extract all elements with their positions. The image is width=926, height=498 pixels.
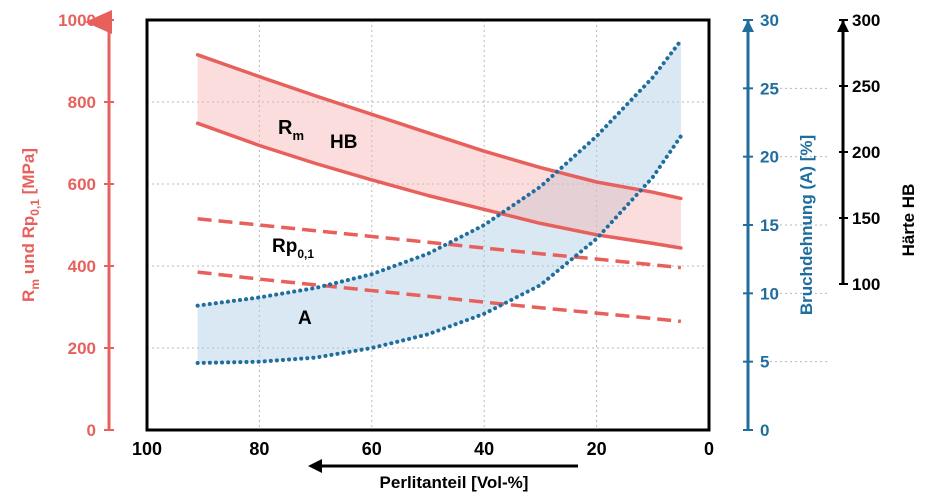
hardness-tick-label: 100 xyxy=(852,275,880,294)
left-tick-label: 400 xyxy=(68,257,96,276)
x-tick-label: 20 xyxy=(587,439,607,459)
left-axis-label-main: R xyxy=(19,290,38,302)
x-axis-label: Perlitanteil [Vol-%] xyxy=(380,473,529,492)
elongation-tick-label: 30 xyxy=(760,11,779,30)
elongation-tick-label: 20 xyxy=(760,148,779,167)
x-tick-label: 0 xyxy=(704,439,714,459)
hardness-tick-label: 200 xyxy=(852,143,880,162)
rp-annotation-main: Rp xyxy=(272,236,297,257)
x-tick-label: 100 xyxy=(132,439,162,459)
rm-annotation-main: R xyxy=(278,117,293,139)
bands xyxy=(198,41,681,364)
left-axis-label-sub2: 0,1 xyxy=(28,199,42,216)
hardness-tick-label: 250 xyxy=(852,77,880,96)
hardness-tick-label: 150 xyxy=(852,209,880,228)
left-tick-label: 600 xyxy=(68,175,96,194)
elongation-tick-label: 5 xyxy=(760,353,769,372)
left-tick-label: 200 xyxy=(68,339,96,358)
hardness-tick-label: 300 xyxy=(852,11,880,30)
left-axis-label-tail: [MPa] xyxy=(19,148,38,199)
elongation-axis-label: Bruchdehnung (A) [%] xyxy=(797,135,816,315)
elongation-tick-label: 25 xyxy=(760,79,779,98)
elongation-tick-label: 15 xyxy=(760,216,779,235)
left-tick-label: 1000 xyxy=(58,11,96,30)
elongation-tick-label: 0 xyxy=(760,421,769,440)
elongation-tick-label: 10 xyxy=(760,284,779,303)
left-axis-label-mid: und Rp xyxy=(19,216,38,279)
x-tick-label: 60 xyxy=(362,439,382,459)
x-tick-label: 80 xyxy=(249,439,269,459)
a-annotation: A xyxy=(298,308,312,329)
rm-annotation-sub: m xyxy=(292,128,304,143)
left-tick-label: 800 xyxy=(68,93,96,112)
x-direction-arrow-head xyxy=(308,459,322,473)
left-axis-label: Rm und Rp0,1 [MPa] xyxy=(19,148,42,302)
hb-annotation: HB xyxy=(330,132,357,153)
rp-annotation-sub: 0,1 xyxy=(297,247,314,261)
elongation-axis-arrow xyxy=(742,20,754,32)
rp-annotation: Rp0,1 xyxy=(272,236,314,261)
hardness-axis-label: Härte HB xyxy=(899,184,918,257)
left-axis-label-sub: m xyxy=(28,279,42,290)
left-tick-label: 0 xyxy=(87,421,96,440)
hardness-axis-arrow xyxy=(837,20,849,32)
x-tick-label: 40 xyxy=(474,439,494,459)
